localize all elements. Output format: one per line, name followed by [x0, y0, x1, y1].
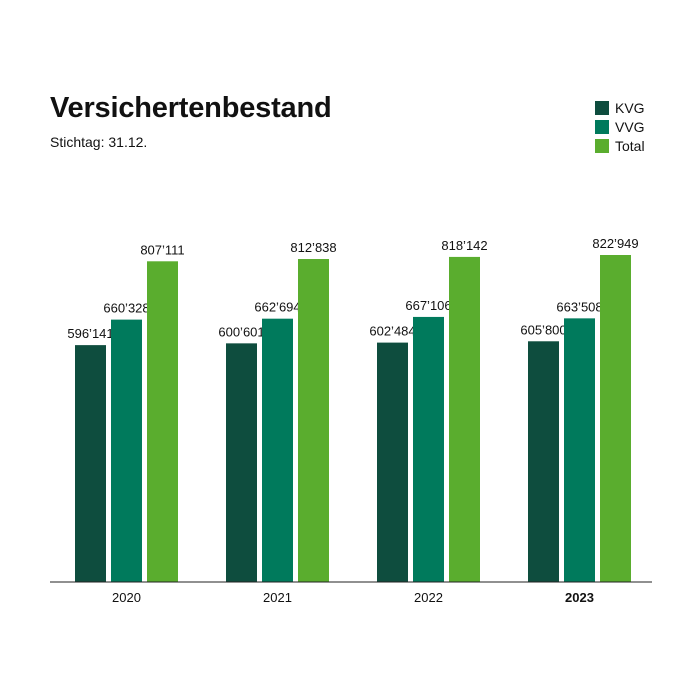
- data-label-total-2020: 807’111: [140, 242, 184, 257]
- legend-label-vvg: VVG: [615, 118, 645, 135]
- bar-vvg-2022: [413, 316, 444, 582]
- chart-subtitle: Stichtag: 31.12.: [50, 134, 148, 150]
- data-label-vvg-2020: 660’328: [103, 301, 149, 316]
- data-label-kvg-2021: 600’601: [218, 324, 264, 339]
- x-tick-label-2020: 2020: [112, 590, 141, 605]
- bar-vvg-2020: [111, 319, 142, 582]
- bar-total-2023: [600, 255, 631, 582]
- bar-total-2022: [449, 256, 480, 582]
- x-tick-label-2022: 2022: [414, 590, 443, 605]
- data-label-vvg-2022: 667’106: [405, 298, 451, 313]
- legend-item-total: Total: [595, 136, 645, 155]
- data-label-vvg-2021: 662’694: [254, 300, 300, 315]
- data-label-total-2022: 818’142: [441, 238, 487, 253]
- x-tick-label-2023: 2023: [565, 590, 594, 605]
- data-label-vvg-2023: 663’508: [556, 299, 602, 314]
- bar-total-2021: [298, 259, 329, 582]
- x-axis-ticks: 2020 2021 2022 2023: [112, 590, 594, 605]
- legend-label-total: Total: [615, 137, 645, 154]
- bar-kvg-2021: [226, 343, 257, 582]
- bar-vvg-2021: [262, 318, 293, 582]
- data-label-total-2023: 822’949: [592, 236, 638, 251]
- bar-vvg-2023: [564, 318, 595, 582]
- bar-kvg-2020: [75, 345, 106, 582]
- data-label-kvg-2023: 605’800: [520, 322, 566, 337]
- data-label-kvg-2020: 596’141: [67, 326, 113, 341]
- legend-swatch-kvg: [595, 100, 609, 115]
- legend-item-vvg: VVG: [595, 117, 645, 136]
- x-tick-label-2021: 2021: [263, 590, 292, 605]
- bar-total-2020: [147, 261, 178, 582]
- bar-kvg-2023: [528, 341, 559, 582]
- bars-group: 596’141 660’328 807’111 600’601 662’694 812’8…: [67, 236, 639, 582]
- legend-swatch-vvg: [595, 119, 609, 134]
- legend-swatch-total: [595, 138, 609, 153]
- data-label-kvg-2022: 602’484: [369, 324, 415, 339]
- legend-item-kvg: KVG: [595, 98, 645, 117]
- data-label-total-2021: 812’838: [290, 240, 336, 255]
- legend-label-kvg: KVG: [615, 99, 645, 116]
- bar-kvg-2022: [377, 342, 408, 582]
- legend: KVG VVG Total: [595, 98, 645, 155]
- chart-title: Versichertenbestand: [50, 92, 332, 124]
